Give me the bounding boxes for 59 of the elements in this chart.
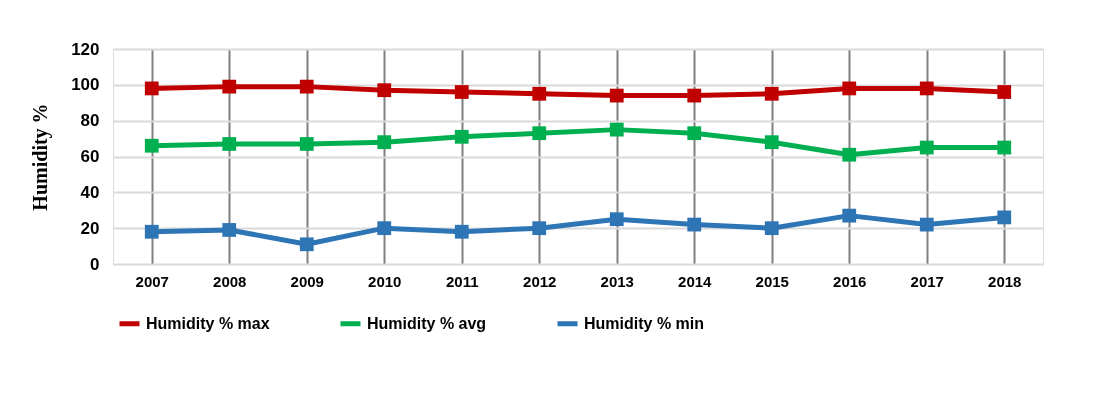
x-tick-label: 2018 <box>988 272 1022 290</box>
point <box>919 81 934 96</box>
point <box>377 83 392 98</box>
x-tick-label: 2010 <box>368 272 402 290</box>
x-tick-label: 2008 <box>213 272 247 290</box>
point <box>842 208 857 223</box>
point <box>532 86 547 101</box>
point <box>919 140 934 155</box>
y-tick-label: 60 <box>80 147 100 166</box>
point <box>532 126 547 141</box>
point <box>764 221 779 236</box>
point <box>144 81 159 96</box>
x-tick-label: 2016 <box>833 272 867 290</box>
point <box>299 137 314 151</box>
point <box>997 140 1012 155</box>
point <box>919 217 934 232</box>
legend-label: Humidity % avg <box>367 314 487 332</box>
point <box>377 221 392 236</box>
y-tick-label: 40 <box>80 182 100 202</box>
point <box>377 135 392 150</box>
y-tick-label: 120 <box>71 39 100 59</box>
point <box>609 122 624 137</box>
x-tick-label: 2011 <box>445 272 479 290</box>
point <box>454 224 469 239</box>
y-tick-label: 80 <box>80 111 100 131</box>
x-tick-label: 2017 <box>910 272 944 290</box>
point <box>842 81 857 96</box>
point <box>222 79 237 94</box>
x-tick-label: 2012 <box>523 272 557 290</box>
x-tick-label: 2013 <box>600 272 634 290</box>
point <box>687 126 702 141</box>
point <box>144 138 159 153</box>
point <box>687 88 702 103</box>
y-tick-label: 100 <box>71 75 100 95</box>
y-tick-label: 0 <box>90 254 100 274</box>
x-tick-label: 2009 <box>290 272 324 290</box>
point <box>144 224 159 239</box>
point <box>842 147 857 162</box>
point <box>997 210 1012 225</box>
y-axis-title: Humidity % <box>29 103 53 211</box>
legend-label: Humidity % min <box>584 314 705 332</box>
point <box>454 129 469 144</box>
point <box>222 137 237 151</box>
point <box>997 85 1012 99</box>
point <box>532 221 547 236</box>
x-tick-label: 2015 <box>755 272 789 290</box>
x-tick-label: 2014 <box>678 272 713 290</box>
point <box>764 135 779 150</box>
point <box>687 217 702 232</box>
point <box>609 88 624 103</box>
x-tick-label: 2007 <box>135 272 169 290</box>
legend-label: Humidity % max <box>146 314 270 332</box>
y-tick-label: 20 <box>80 218 100 238</box>
point <box>454 85 469 99</box>
point <box>299 79 314 94</box>
point <box>222 223 237 237</box>
point <box>609 212 624 227</box>
point <box>299 237 314 252</box>
point <box>764 86 779 101</box>
